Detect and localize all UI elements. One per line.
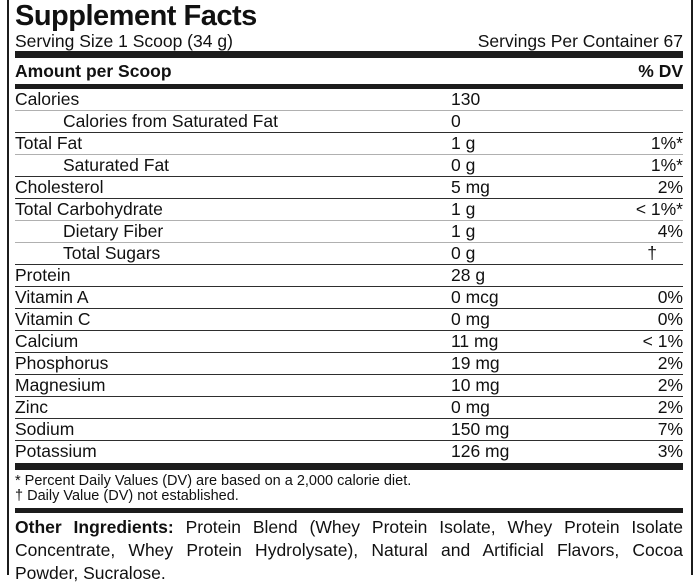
nutrient-row: Sodium 150 mg 7% xyxy=(15,419,683,441)
nutrient-name: Dietary Fiber xyxy=(63,221,164,241)
nutrient-name: Cholesterol xyxy=(15,177,104,197)
serving-size: Serving Size 1 Scoop (34 g) xyxy=(15,31,233,51)
other-ingredients-text: Protein Blend (Whey Protein Isolate, Whe… xyxy=(15,517,683,583)
nutrient-row: Calories 130 xyxy=(15,89,683,111)
nutrient-amount: 1 g xyxy=(451,199,476,219)
nutrient-table: Calories 130 Calories from Saturated Fat 0 T… xyxy=(15,89,683,463)
nutrient-row: Total Carbohydrate 1 g < 1%* xyxy=(15,199,683,221)
nutrient-dv: 2% xyxy=(657,177,683,197)
nutrient-row: Calcium 11 mg < 1% xyxy=(15,331,683,353)
nutrient-dv: < 1% xyxy=(642,331,683,351)
nutrient-row: Potassium 126 mg 3% xyxy=(15,441,683,463)
nutrient-row: Calories from Saturated Fat 0 xyxy=(15,111,683,133)
nutrient-row: Total Sugars 0 g † xyxy=(15,243,683,265)
nutrient-dv: 0% xyxy=(657,287,683,307)
table-header-row: Amount per Scoop % DV xyxy=(15,58,683,84)
nutrient-dv: 0% xyxy=(657,309,683,329)
nutrient-name: Total Sugars xyxy=(63,243,161,263)
supplement-facts-panel: Supplement Facts Serving Size 1 Scoop (3… xyxy=(7,0,693,583)
nutrient-dv: 2% xyxy=(657,397,683,417)
nutrient-dv: 2% xyxy=(657,375,683,395)
nutrient-amount: 10 mg xyxy=(451,375,500,395)
nutrient-row: Total Fat 1 g 1%* xyxy=(15,133,683,155)
nutrient-name: Calcium xyxy=(15,331,79,351)
nutrient-name: Potassium xyxy=(15,441,97,461)
servings-per-container: Servings Per Container 67 xyxy=(477,31,683,51)
nutrient-dv: † xyxy=(647,243,657,263)
separator-bar-thick-bottom xyxy=(15,463,683,470)
nutrient-amount: 1 g xyxy=(451,133,476,153)
nutrient-amount: 11 mg xyxy=(451,331,499,351)
nutrient-name: Protein xyxy=(15,265,71,285)
nutrient-amount: 0 g xyxy=(451,155,476,175)
nutrient-amount: 0 mg xyxy=(451,309,490,329)
nutrient-name: Zinc xyxy=(15,397,49,417)
nutrient-amount: 0 mg xyxy=(451,397,490,417)
nutrient-name: Sodium xyxy=(15,419,75,439)
nutrient-name: Total Carbohydrate xyxy=(15,199,163,219)
dv-column-header: % DV xyxy=(638,60,683,81)
nutrient-dv: 1%* xyxy=(650,133,683,153)
footnotes: * Percent Daily Values (DV) are based on… xyxy=(15,470,683,508)
nutrient-row: Phosphorus 19 mg 2% xyxy=(15,353,683,375)
serving-info-row: Serving Size 1 Scoop (34 g) Servings Per… xyxy=(15,30,683,51)
nutrient-amount: 130 xyxy=(451,89,481,109)
nutrient-dv: 1%* xyxy=(650,155,683,175)
nutrient-row: Vitamin C 0 mg 0% xyxy=(15,309,683,331)
nutrient-row: Zinc 0 mg 2% xyxy=(15,397,683,419)
nutrient-row: Vitamin A 0 mcg 0% xyxy=(15,287,683,309)
nutrient-amount: 0 xyxy=(451,111,461,131)
nutrient-row: Protein 28 g xyxy=(15,265,683,287)
other-ingredients-label: Other Ingredients: xyxy=(15,517,174,537)
nutrient-name: Calories from Saturated Fat xyxy=(63,111,278,131)
nutrient-amount: 126 mg xyxy=(451,441,510,461)
nutrient-name: Calories xyxy=(15,89,80,109)
nutrient-amount: 0 g xyxy=(451,243,476,263)
separator-bar-medium-footer xyxy=(15,508,683,513)
nutrient-row: Magnesium 10 mg 2% xyxy=(15,375,683,397)
other-ingredients: Other Ingredients: Protein Blend (Whey P… xyxy=(15,516,683,585)
separator-bar-medium-header xyxy=(15,84,683,89)
nutrient-name: Vitamin A xyxy=(15,287,89,307)
nutrient-amount: 19 mg xyxy=(451,353,500,373)
nutrient-amount: 150 mg xyxy=(451,419,510,439)
footnote-dagger: † Daily Value (DV) not established. xyxy=(15,488,239,504)
nutrient-name: Total Fat xyxy=(15,133,83,153)
nutrient-dv: 7% xyxy=(657,419,683,439)
panel-title: Supplement Facts xyxy=(15,0,257,32)
nutrient-dv: 3% xyxy=(657,441,683,461)
nutrient-amount: 28 g xyxy=(451,265,486,285)
nutrient-row: Dietary Fiber 1 g 4% xyxy=(15,221,683,243)
footnote-percent-dv: * Percent Daily Values (DV) are based on… xyxy=(15,473,412,489)
nutrient-amount: 1 g xyxy=(451,221,476,241)
separator-bar-thick-top xyxy=(15,51,683,58)
nutrient-row: Saturated Fat 0 g 1%* xyxy=(15,155,683,177)
nutrient-dv: 2% xyxy=(657,353,683,373)
nutrient-name: Vitamin C xyxy=(15,309,91,329)
nutrient-name: Saturated Fat xyxy=(63,155,170,175)
nutrient-amount: 5 mg xyxy=(451,177,490,197)
nutrient-amount: 0 mcg xyxy=(451,287,499,307)
amount-column-header: Amount per Scoop xyxy=(15,60,172,81)
nutrient-name: Magnesium xyxy=(15,375,106,395)
nutrient-row: Cholesterol 5 mg 2% xyxy=(15,177,683,199)
nutrient-name: Phosphorus xyxy=(15,353,109,373)
nutrient-dv: 4% xyxy=(657,221,683,241)
nutrient-dv: < 1%* xyxy=(635,199,683,219)
